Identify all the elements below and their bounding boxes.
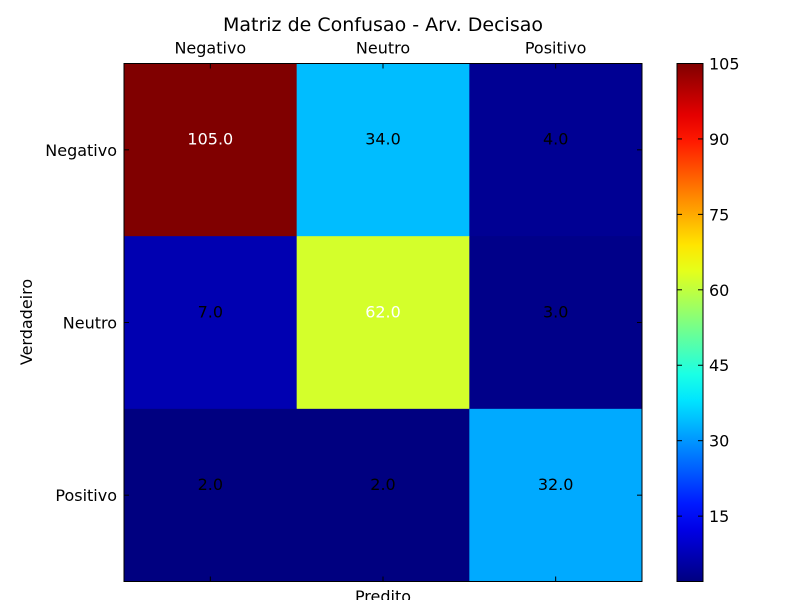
heatmap-cell xyxy=(296,408,470,582)
x-axis-label: Predito xyxy=(355,587,411,600)
colorbar-ticks: 15 30 45 60 75 90 105 xyxy=(677,55,740,526)
heatmap-cells xyxy=(124,63,643,582)
y-axis-label: Verdadeiro xyxy=(17,279,36,365)
cell-value-label: 7.0 xyxy=(198,302,223,321)
heatmap-cell xyxy=(469,408,643,582)
colorbar-tick-label: 90 xyxy=(709,130,729,149)
colorbar-tick-label: 30 xyxy=(709,432,729,451)
cell-value-label: 34.0 xyxy=(365,130,401,149)
axis-ticks: Negativo Neutro Positivo Negativo Neutro Posi… xyxy=(45,39,642,582)
cell-value-label: 3.0 xyxy=(543,302,568,321)
colorbar-tick-label: 15 xyxy=(709,507,729,526)
cell-value-label: 32.0 xyxy=(538,475,574,494)
x-tick-label: Negativo xyxy=(174,39,246,58)
colorbar xyxy=(676,63,704,582)
y-tick-label: Neutro xyxy=(63,314,117,333)
x-tick-label: Neutro xyxy=(356,39,410,58)
cell-value-label: 4.0 xyxy=(543,130,568,149)
heatmap-cell xyxy=(124,63,298,237)
x-tick-label: Positivo xyxy=(525,39,587,58)
heatmap-cell xyxy=(296,63,470,237)
heatmap-cell xyxy=(124,408,298,582)
cell-value-label: 2.0 xyxy=(198,475,223,494)
heatmap-cell xyxy=(296,236,470,410)
colorbar-tick-label: 45 xyxy=(709,356,729,375)
colorbar-tick-label: 75 xyxy=(709,205,729,224)
colorbar-tick-label: 105 xyxy=(709,55,740,74)
cell-value-label: 2.0 xyxy=(370,475,395,494)
y-tick-label: Positivo xyxy=(55,486,117,505)
cell-value-labels: 105.0 34.0 4.0 7.0 62.0 3.0 2.0 2.0 32.0 xyxy=(187,130,573,494)
colorbar-tick-label: 60 xyxy=(709,281,729,300)
heatmap-cell xyxy=(124,236,298,410)
y-tick-label: Negativo xyxy=(45,141,117,160)
heatmap-cell xyxy=(469,63,643,237)
chart-title: Matriz de Confusao - Arv. Decisao xyxy=(223,14,543,36)
cell-value-label: 62.0 xyxy=(365,302,401,321)
cell-value-label: 105.0 xyxy=(187,130,233,149)
heatmap-cell xyxy=(469,236,643,410)
